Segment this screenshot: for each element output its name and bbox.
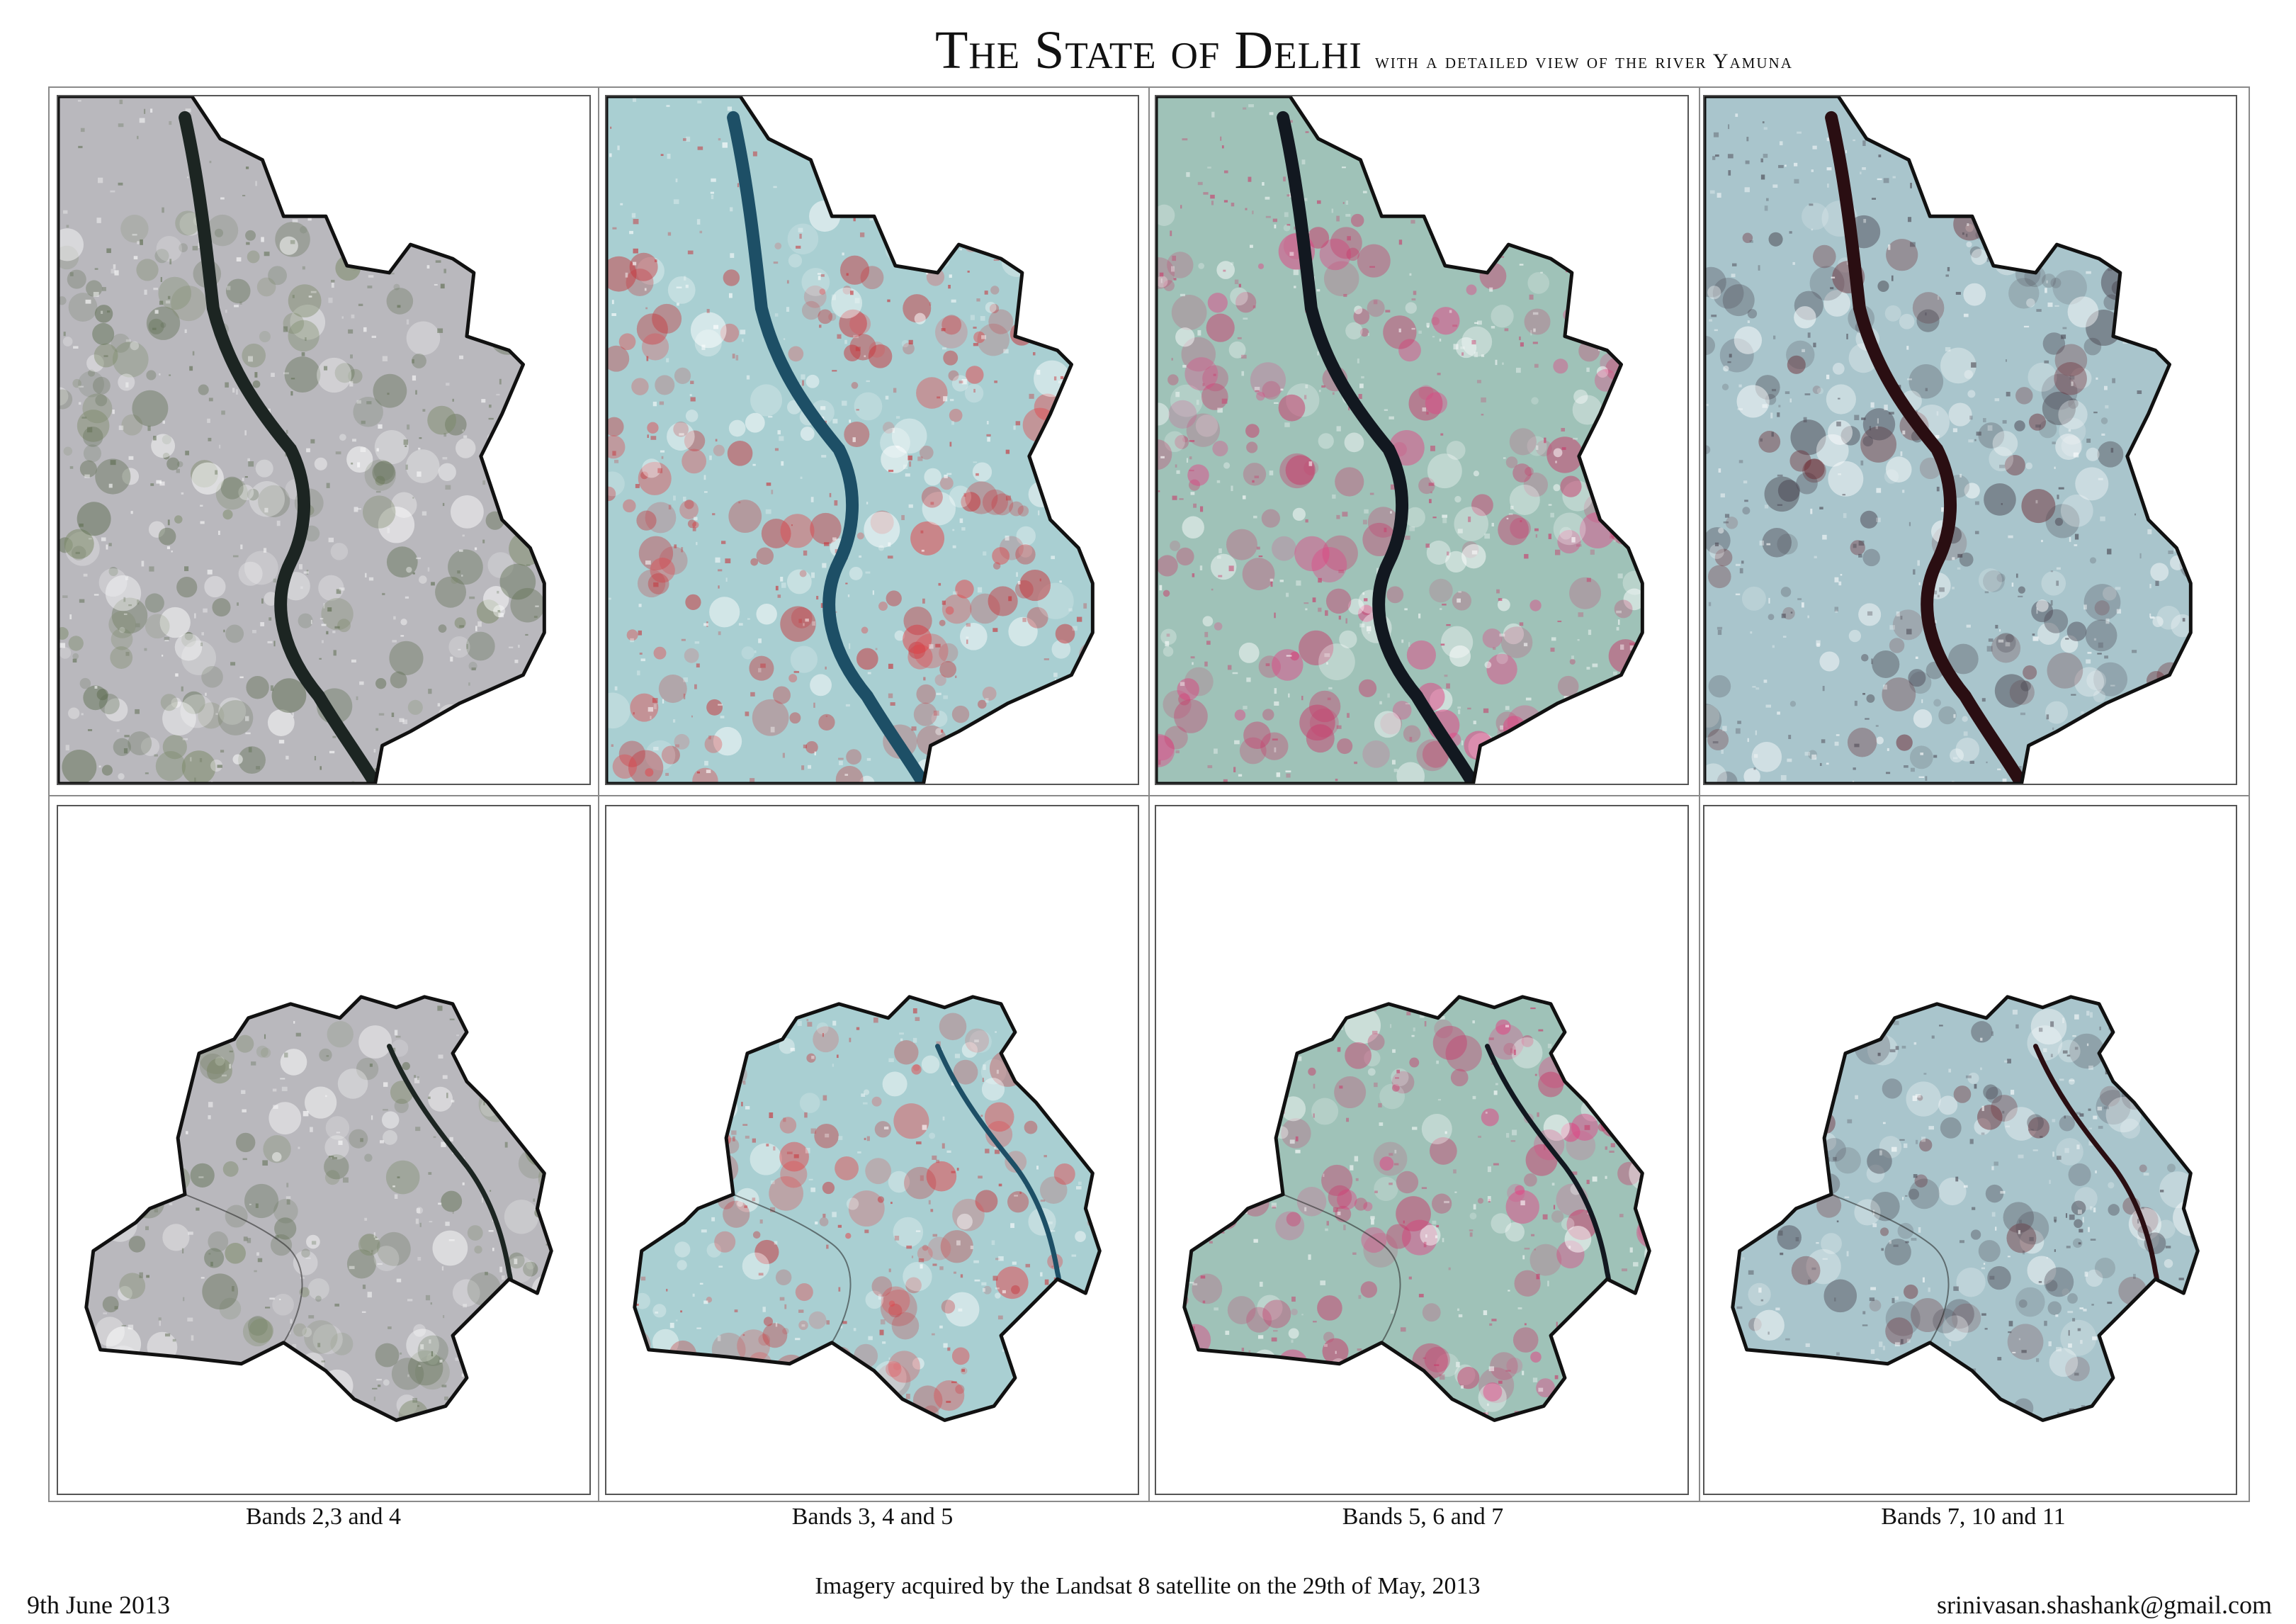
map-title: The State of Delhi with a detailed view o… <box>935 20 2267 80</box>
river-detail-panel-3 <box>1155 95 1689 785</box>
title-main: The State of Delhi <box>935 21 1362 80</box>
satellite-imagery <box>634 996 1100 1421</box>
state-map-4 <box>1731 995 2200 1422</box>
grid-divider <box>50 795 2249 796</box>
panel-caption-3: Bands 5, 6 and 7 <box>1342 1504 1504 1530</box>
panel-caption-4: Bands 7, 10 and 11 <box>1881 1504 2066 1530</box>
title-subtitle: with a detailed view of the river Yamuna <box>1374 50 1793 73</box>
state-boundary <box>606 96 1095 784</box>
state-boundary <box>1731 995 2200 1422</box>
state-boundary <box>1182 995 1651 1422</box>
grid-divider <box>1148 88 1150 1501</box>
river-detail-map-4 <box>1704 96 2193 784</box>
satellite-imagery <box>1732 996 2198 1421</box>
yamuna-river <box>1825 111 2028 784</box>
river-detail-panel-1 <box>57 95 591 785</box>
river-detail-panel-4 <box>1703 95 2237 785</box>
satellite-imagery <box>1156 96 1643 784</box>
state-panel-2 <box>605 805 1139 1495</box>
panel-caption-1: Bands 2,3 and 4 <box>245 1504 402 1530</box>
state-map-1 <box>84 995 553 1422</box>
panel-grid <box>48 86 2250 1502</box>
state-boundary <box>1704 96 2193 784</box>
state-map-3 <box>1182 995 1651 1422</box>
river-detail-map-3 <box>1156 96 1644 784</box>
river-detail-map-2 <box>606 96 1095 784</box>
river-detail-panel-2 <box>605 95 1139 785</box>
state-boundary <box>633 995 1102 1422</box>
state-panel-1 <box>57 805 591 1495</box>
author-email[interactable]: srinivasan.shashank@gmail.com <box>1936 1591 2272 1619</box>
yamuna-river <box>179 111 382 784</box>
grid-divider <box>598 88 599 1501</box>
state-boundary <box>1156 96 1644 784</box>
river-detail-map-1 <box>58 96 546 784</box>
map-date: 9th June 2013 <box>27 1591 170 1619</box>
satellite-imagery <box>606 96 1093 784</box>
acquisition-note: Imagery acquired by the Landsat 8 satell… <box>815 1573 1481 1599</box>
state-map-2 <box>633 995 1102 1422</box>
yamuna-river <box>727 111 930 784</box>
grid-divider <box>1699 88 1700 1501</box>
yamuna-river <box>1277 111 1480 784</box>
state-panel-3 <box>1155 805 1689 1495</box>
state-panel-4 <box>1703 805 2237 1495</box>
state-boundary <box>58 96 546 784</box>
panel-caption-2: Bands 3, 4 and 5 <box>791 1504 954 1530</box>
state-boundary <box>84 995 553 1422</box>
satellite-imagery <box>1184 996 1650 1421</box>
